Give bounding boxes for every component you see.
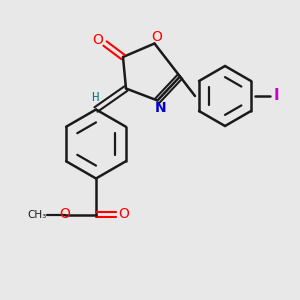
Text: O: O — [118, 208, 129, 221]
Text: O: O — [152, 30, 162, 44]
Text: O: O — [59, 207, 70, 220]
Text: I: I — [274, 88, 279, 104]
Text: N: N — [155, 101, 166, 115]
Text: O: O — [92, 34, 103, 47]
Text: CH₃: CH₃ — [28, 209, 47, 220]
Text: H: H — [91, 91, 98, 104]
